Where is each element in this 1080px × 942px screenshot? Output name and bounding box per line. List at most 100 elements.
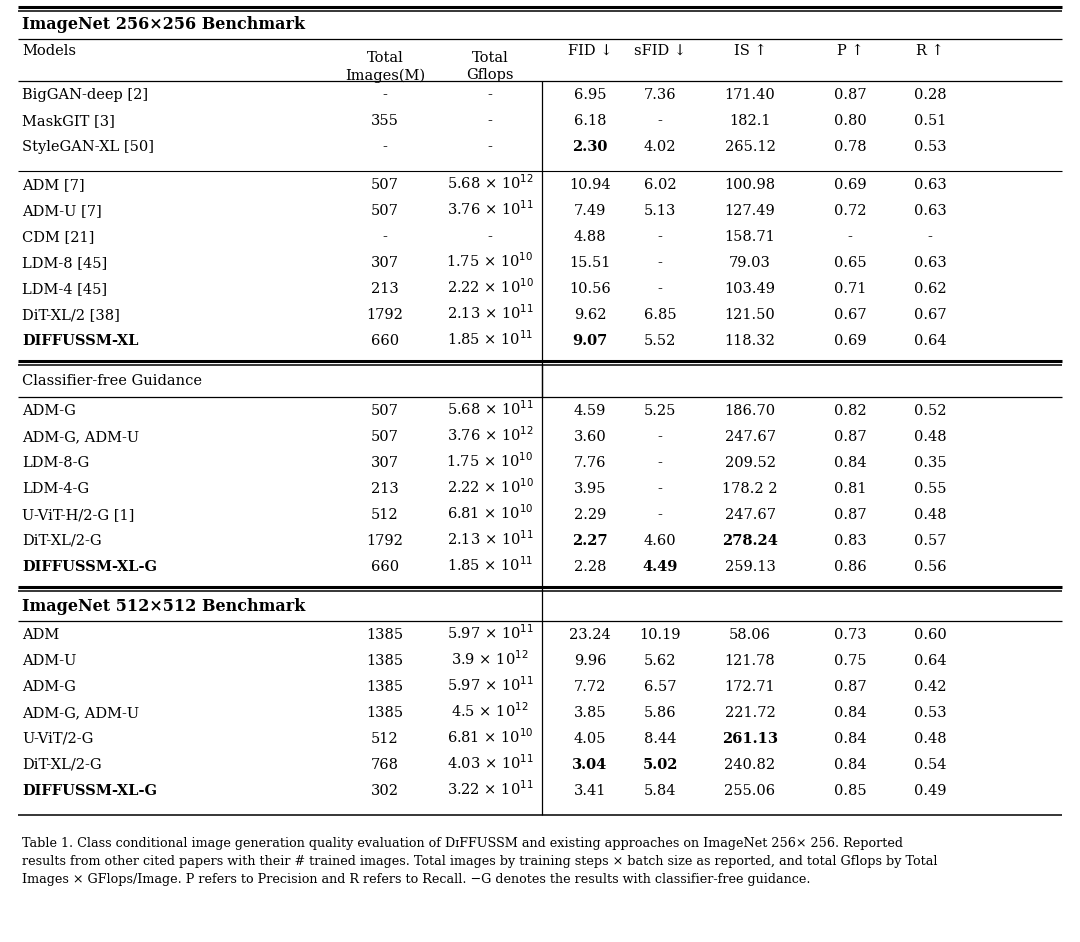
Text: 302: 302	[372, 784, 399, 798]
Text: 3.41: 3.41	[573, 784, 606, 798]
Text: 0.48: 0.48	[914, 508, 946, 522]
Text: sFID ↓: sFID ↓	[634, 44, 686, 58]
Text: LDM-4 [45]: LDM-4 [45]	[22, 282, 107, 296]
Text: 4.5 × 10$^{12}$: 4.5 × 10$^{12}$	[451, 701, 529, 720]
Text: DIFFUSSM-XL-G: DIFFUSSM-XL-G	[22, 784, 157, 798]
Text: 0.87: 0.87	[834, 88, 866, 102]
Text: 0.60: 0.60	[914, 628, 946, 642]
Text: 660: 660	[370, 560, 400, 574]
Text: 6.95: 6.95	[573, 88, 606, 102]
Text: 0.84: 0.84	[834, 732, 866, 746]
Text: LDM-8 [45]: LDM-8 [45]	[22, 256, 107, 270]
Text: 6.85: 6.85	[644, 308, 676, 322]
Text: 158.71: 158.71	[725, 230, 775, 244]
Text: 121.50: 121.50	[725, 308, 775, 322]
Text: 0.52: 0.52	[914, 404, 946, 418]
Text: 507: 507	[372, 178, 399, 192]
Text: P ↑: P ↑	[837, 44, 863, 58]
Text: 1792: 1792	[366, 308, 404, 322]
Text: -: -	[848, 230, 852, 244]
Text: 1385: 1385	[366, 628, 404, 642]
Text: U-ViT-H/2-G [1]: U-ViT-H/2-G [1]	[22, 508, 134, 522]
Text: 58.06: 58.06	[729, 628, 771, 642]
Text: 5.02: 5.02	[643, 758, 678, 772]
Text: ImageNet 256×256 Benchmark: ImageNet 256×256 Benchmark	[22, 16, 305, 33]
Text: 3.85: 3.85	[573, 706, 606, 720]
Text: 0.63: 0.63	[914, 178, 946, 192]
Text: 0.86: 0.86	[834, 560, 866, 574]
Text: 0.84: 0.84	[834, 706, 866, 720]
Text: 0.42: 0.42	[914, 680, 946, 694]
Text: 0.71: 0.71	[834, 282, 866, 296]
Text: 4.03 × 10$^{11}$: 4.03 × 10$^{11}$	[446, 754, 534, 772]
Text: 118.32: 118.32	[725, 334, 775, 348]
Text: Table 1. Class conditional image generation quality evaluation of DɪFFUSSM and e: Table 1. Class conditional image generat…	[22, 837, 903, 850]
Text: 172.71: 172.71	[725, 680, 775, 694]
Text: 507: 507	[372, 204, 399, 218]
Text: 6.18: 6.18	[573, 114, 606, 128]
Text: 0.56: 0.56	[914, 560, 946, 574]
Text: 0.69: 0.69	[834, 178, 866, 192]
Text: -: -	[928, 230, 932, 244]
Text: 2.28: 2.28	[573, 560, 606, 574]
Text: 0.87: 0.87	[834, 680, 866, 694]
Text: 1792: 1792	[366, 534, 404, 548]
Text: -: -	[487, 88, 492, 102]
Text: -: -	[658, 114, 662, 128]
Text: 2.27: 2.27	[572, 534, 608, 548]
Text: Classifier-free Guidance: Classifier-free Guidance	[22, 374, 202, 388]
Text: -: -	[658, 456, 662, 470]
Text: ADM [7]: ADM [7]	[22, 178, 84, 192]
Text: 247.67: 247.67	[725, 508, 775, 522]
Text: 247.67: 247.67	[725, 430, 775, 444]
Text: ADM-G: ADM-G	[22, 404, 76, 418]
Text: 9.96: 9.96	[573, 654, 606, 668]
Text: 5.86: 5.86	[644, 706, 676, 720]
Text: 2.13 × 10$^{11}$: 2.13 × 10$^{11}$	[446, 529, 534, 548]
Text: 5.52: 5.52	[644, 334, 676, 348]
Text: 2.30: 2.30	[572, 140, 608, 154]
Text: 3.04: 3.04	[572, 758, 608, 772]
Text: Models: Models	[22, 44, 76, 58]
Text: 507: 507	[372, 404, 399, 418]
Text: 0.84: 0.84	[834, 456, 866, 470]
Text: -: -	[382, 230, 388, 244]
Text: 186.70: 186.70	[725, 404, 775, 418]
Text: DiT-XL/2-G: DiT-XL/2-G	[22, 758, 102, 772]
Text: -: -	[658, 430, 662, 444]
Text: 0.62: 0.62	[914, 282, 946, 296]
Text: 0.53: 0.53	[914, 706, 946, 720]
Text: -: -	[658, 230, 662, 244]
Text: 0.69: 0.69	[834, 334, 866, 348]
Text: DIFFUSSM-XL: DIFFUSSM-XL	[22, 334, 138, 348]
Text: 4.59: 4.59	[573, 404, 606, 418]
Text: BigGAN-deep [2]: BigGAN-deep [2]	[22, 88, 148, 102]
Text: Total
Images(M): Total Images(M)	[345, 51, 426, 83]
Text: 6.57: 6.57	[644, 680, 676, 694]
Text: 1385: 1385	[366, 680, 404, 694]
Text: DIFFUSSM-XL-G: DIFFUSSM-XL-G	[22, 560, 157, 574]
Text: 265.12: 265.12	[725, 140, 775, 154]
Text: results from other cited papers with their # trained images. Total images by tra: results from other cited papers with the…	[22, 855, 937, 868]
Text: FID ↓: FID ↓	[568, 44, 612, 58]
Text: 4.02: 4.02	[644, 140, 676, 154]
Text: -: -	[658, 282, 662, 296]
Text: 7.49: 7.49	[573, 204, 606, 218]
Text: 5.97 × 10$^{11}$: 5.97 × 10$^{11}$	[446, 675, 534, 694]
Text: 0.72: 0.72	[834, 204, 866, 218]
Text: 7.72: 7.72	[573, 680, 606, 694]
Text: 0.55: 0.55	[914, 482, 946, 496]
Text: LDM-4-G: LDM-4-G	[22, 482, 90, 496]
Text: 9.62: 9.62	[573, 308, 606, 322]
Text: 768: 768	[372, 758, 399, 772]
Text: 1.85 × 10$^{11}$: 1.85 × 10$^{11}$	[447, 555, 534, 574]
Text: 1385: 1385	[366, 706, 404, 720]
Text: ADM-U: ADM-U	[22, 654, 77, 668]
Text: 0.78: 0.78	[834, 140, 866, 154]
Text: 3.95: 3.95	[573, 482, 606, 496]
Text: U-ViT/2-G: U-ViT/2-G	[22, 732, 93, 746]
Text: 171.40: 171.40	[725, 88, 775, 102]
Text: 127.49: 127.49	[725, 204, 775, 218]
Text: 0.54: 0.54	[914, 758, 946, 772]
Text: 0.51: 0.51	[914, 114, 946, 128]
